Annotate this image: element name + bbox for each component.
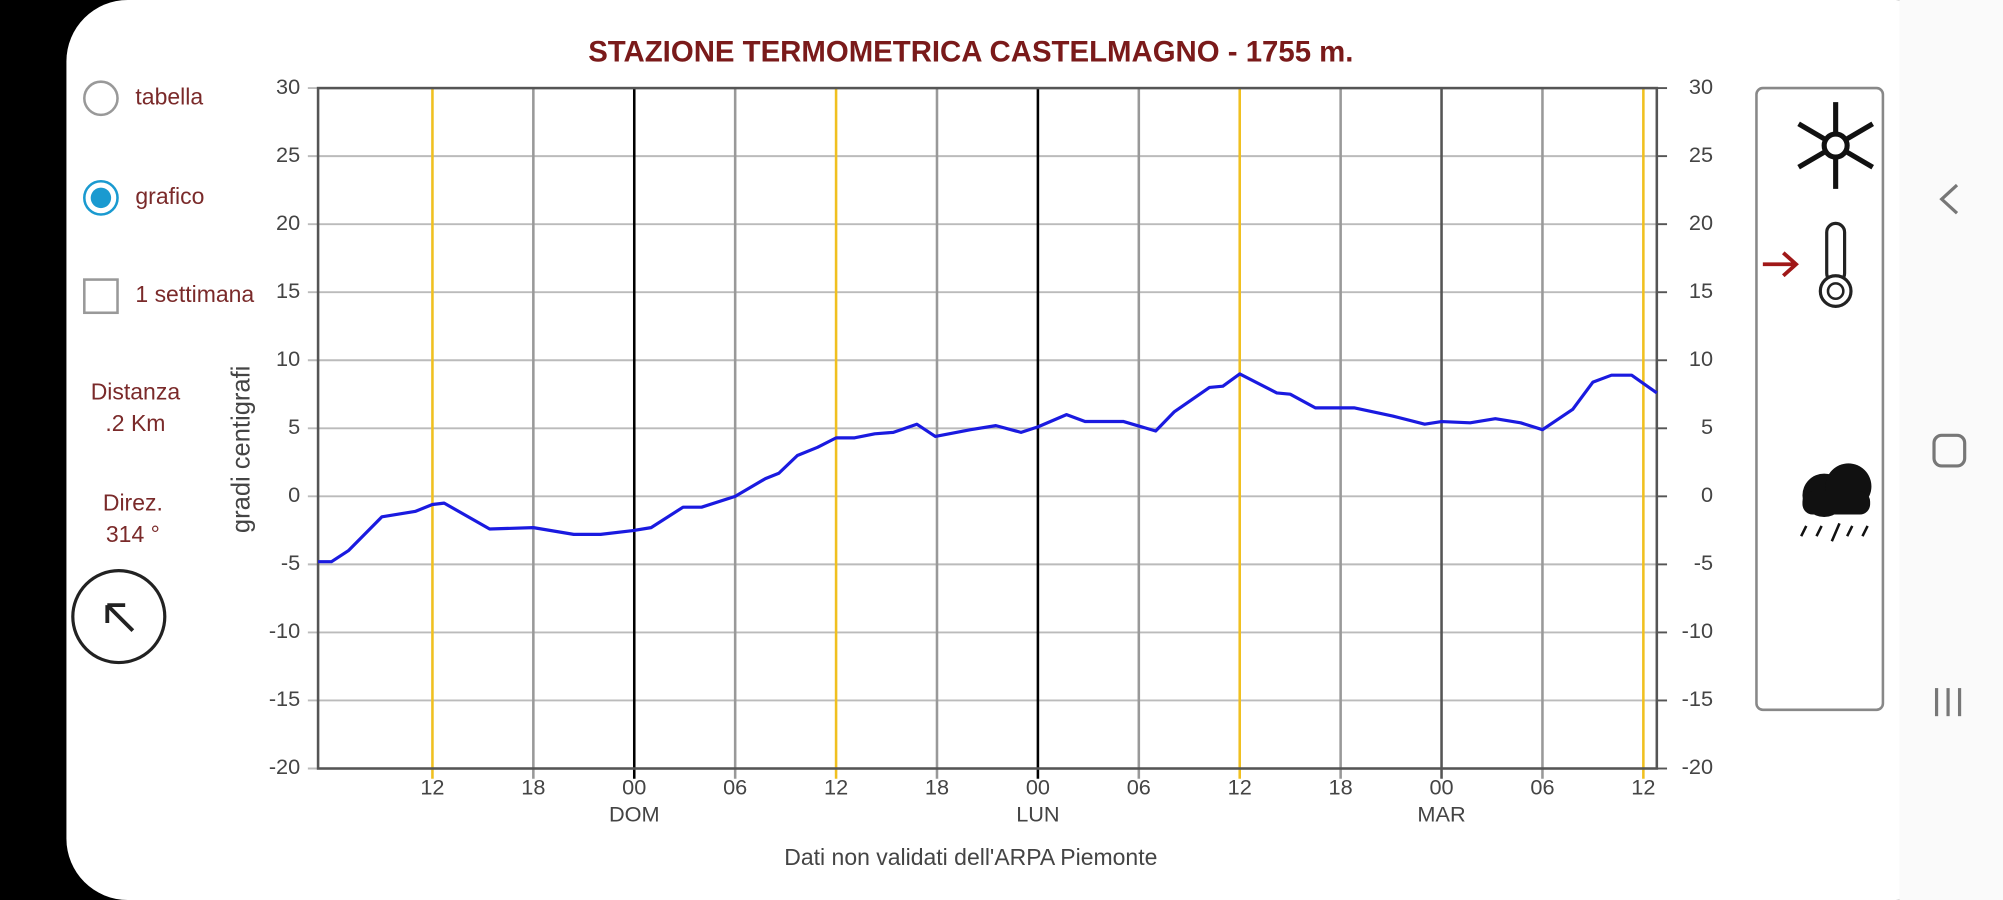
- y2-tick-label: -10: [1682, 618, 1713, 643]
- nav-bar: [1899, 0, 2003, 900]
- y-tick-label: -10: [269, 618, 300, 643]
- x-tick-label: 00: [622, 775, 646, 800]
- direction-label: Direz.: [103, 489, 163, 515]
- x-tick-label: 00: [1429, 775, 1453, 800]
- day-label: LUN: [1016, 801, 1059, 826]
- nav-back[interactable]: [1939, 183, 1959, 215]
- y-tick-label: -15: [269, 686, 300, 711]
- weather-panel: [1755, 86, 1885, 712]
- option-label[interactable]: grafico: [135, 183, 204, 209]
- storm-icon[interactable]: [1800, 463, 1872, 542]
- x-tick-label: 06: [1127, 775, 1151, 800]
- y-tick-label: 20: [276, 210, 300, 235]
- y-tick-label: 10: [276, 346, 300, 371]
- y-tick-label: -5: [281, 550, 300, 575]
- y2-tick-label: 10: [1689, 346, 1713, 371]
- y-tick-label: 5: [288, 414, 300, 439]
- y2-tick-label: -5: [1694, 550, 1713, 575]
- nav-recents[interactable]: [1934, 688, 1962, 717]
- day-label: MAR: [1417, 801, 1465, 826]
- compass-arrow: [105, 603, 135, 632]
- x-tick-label: 06: [723, 775, 747, 800]
- plot-frame: [316, 86, 1659, 770]
- option-label[interactable]: tabella: [135, 83, 203, 109]
- y2-tick-label: 15: [1689, 278, 1713, 303]
- distance-value: .2 Km: [105, 410, 165, 436]
- x-tick-label: 12: [420, 775, 444, 800]
- radio-selected-dot: [90, 187, 112, 209]
- snow-icon[interactable]: [1797, 102, 1874, 189]
- x-tick-label: 00: [1026, 775, 1050, 800]
- distance-label: Distanza: [91, 378, 181, 404]
- x-tick-label: 12: [824, 775, 848, 800]
- selected-arrow: [1762, 251, 1799, 278]
- options-panel: tabella grafico 1 settimana Distanza .2 …: [71, 80, 254, 665]
- x-tick-label: 12: [1631, 775, 1655, 800]
- x-tick-label: 12: [1228, 775, 1252, 800]
- radio-tabella[interactable]: [83, 80, 119, 117]
- y-tick-label: 25: [276, 142, 300, 167]
- footer-note: Dati non validati dell'ARPA Piemonte: [784, 844, 1157, 870]
- app-card: [66, 0, 1958, 900]
- y2-tick-label: -20: [1682, 754, 1713, 779]
- y2-tick-label: -15: [1682, 686, 1713, 711]
- y2-tick-label: 25: [1689, 142, 1713, 167]
- y2-tick-label: 0: [1701, 482, 1713, 507]
- thermometer-icon[interactable]: [1818, 221, 1853, 308]
- chart-title: STAZIONE TERMOMETRICA CASTELMAGNO - 1755…: [588, 35, 1353, 68]
- side-panel: [1755, 86, 1885, 712]
- x-tick-label: 06: [1530, 775, 1554, 800]
- chart: -20 -15 -10 -5 0 5 10 15 20 25 30 -20 -15 -10 -5 0 5 10 15…: [269, 74, 1713, 827]
- y-tick-label: -20: [269, 754, 300, 779]
- x-tick-label: 18: [925, 775, 949, 800]
- y2-tick-label: 5: [1701, 414, 1713, 439]
- y-axis-label: gradi centigrafi: [227, 366, 255, 533]
- temperature-line: [318, 372, 1658, 564]
- checkbox[interactable]: [83, 278, 119, 315]
- nav-home[interactable]: [1932, 433, 1967, 468]
- y-tick-label: 15: [276, 278, 300, 303]
- y-tick-label: 0: [288, 482, 300, 507]
- x-tick-label: 18: [1329, 775, 1353, 800]
- direction-value: 314 °: [106, 521, 160, 547]
- y-tick-label: 30: [276, 74, 300, 99]
- y2-tick-label: 30: [1689, 74, 1713, 99]
- checkbox-label[interactable]: 1 settimana: [135, 281, 254, 307]
- x-tick-label: 18: [521, 775, 545, 800]
- y2-tick-label: 20: [1689, 210, 1713, 235]
- day-label: DOM: [609, 801, 660, 826]
